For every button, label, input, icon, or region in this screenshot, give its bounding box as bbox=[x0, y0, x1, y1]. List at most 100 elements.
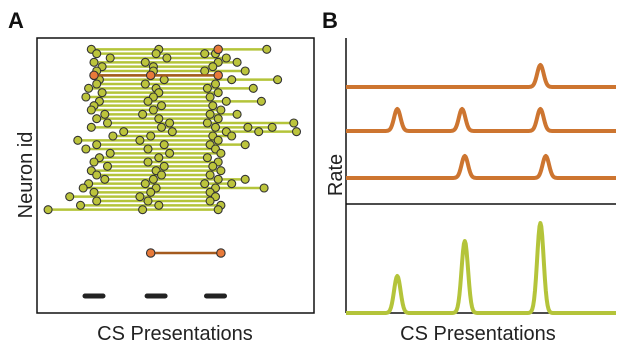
neuron-response-point bbox=[205, 196, 215, 206]
neuron-response-point bbox=[105, 148, 115, 158]
neuron-response-point bbox=[159, 140, 169, 150]
neuron-response-point bbox=[92, 196, 102, 206]
neuron-response-point bbox=[92, 49, 102, 59]
neuron-response-point bbox=[143, 157, 153, 167]
neuron-response-point bbox=[259, 183, 269, 193]
neuron-response-point bbox=[159, 75, 169, 85]
neuron-response-point bbox=[210, 79, 221, 89]
neuron-response-point bbox=[213, 174, 223, 184]
rate-series-line-2 bbox=[344, 107, 618, 133]
neuron-response-point bbox=[138, 109, 148, 119]
neuron-response-point bbox=[81, 92, 91, 102]
neuron-response-point bbox=[138, 205, 148, 215]
highlight-response-point bbox=[89, 70, 99, 81]
neuron-response-point bbox=[159, 161, 169, 171]
neuron-response-point bbox=[216, 148, 226, 158]
neuron-response-point bbox=[86, 122, 96, 132]
neuron-response-point bbox=[75, 200, 86, 210]
neuron-response-point bbox=[92, 79, 102, 89]
neuron-response-point bbox=[240, 66, 250, 76]
neuron-response-point bbox=[140, 179, 150, 189]
neuron-response-point bbox=[135, 135, 145, 145]
neuron-response-point bbox=[205, 109, 215, 119]
neuron-response-point bbox=[202, 83, 212, 93]
neuron-response-point bbox=[84, 83, 94, 93]
neuron-response-point bbox=[140, 57, 150, 67]
neuron-response-point bbox=[156, 101, 167, 111]
neuron-response-point bbox=[240, 174, 250, 184]
neuron-response-point bbox=[89, 187, 99, 197]
neuron-response-point bbox=[165, 118, 175, 128]
neuron-response-point bbox=[256, 96, 266, 106]
neuron-response-point bbox=[146, 131, 156, 141]
neuron-response-point bbox=[140, 79, 150, 89]
rate-series-line-3 bbox=[344, 154, 618, 180]
neuron-response-point bbox=[208, 62, 218, 72]
neuron-response-point bbox=[143, 196, 153, 206]
neuron-response-point bbox=[273, 75, 283, 85]
neuron-response-point bbox=[167, 127, 177, 137]
neuron-response-point bbox=[81, 144, 91, 154]
neuron-response-point bbox=[154, 114, 164, 124]
neuron-response-point bbox=[289, 118, 299, 128]
neuron-response-point bbox=[240, 140, 250, 150]
panel-letter-a: A bbox=[8, 8, 24, 33]
neuron-response-point bbox=[102, 161, 113, 171]
rate-series-line-1 bbox=[344, 63, 618, 89]
neuron-response-point bbox=[100, 174, 110, 184]
neuron-response-point bbox=[143, 96, 153, 106]
neuron-response-point bbox=[105, 53, 115, 63]
neuron-response-point bbox=[205, 92, 215, 102]
neuron-response-point bbox=[156, 170, 167, 180]
neuron-response-point bbox=[100, 109, 110, 119]
highlight-response-point bbox=[213, 70, 223, 81]
neuron-response-point bbox=[89, 57, 99, 67]
neuron-response-point bbox=[156, 122, 167, 132]
neuron-response-point bbox=[119, 127, 129, 137]
neuron-response-point bbox=[205, 170, 215, 180]
neuron-response-point bbox=[148, 105, 158, 115]
neuron-response-point bbox=[73, 135, 83, 145]
neuron-response-point bbox=[102, 118, 113, 128]
neuron-response-point bbox=[86, 105, 96, 115]
neuron-response-point bbox=[200, 179, 210, 189]
neuron-response-point bbox=[200, 66, 210, 76]
neuron-response-point bbox=[97, 88, 107, 98]
neuron-response-point bbox=[202, 118, 212, 128]
panel-a-x-axis-title: CS Presentations bbox=[97, 323, 253, 345]
neuron-response-point bbox=[151, 49, 161, 59]
neuron-response-point bbox=[216, 105, 226, 115]
neuron-response-point bbox=[213, 114, 223, 124]
neuron-response-point bbox=[65, 192, 75, 202]
neuron-response-point bbox=[248, 83, 258, 93]
rate-series-line-4 bbox=[344, 221, 618, 315]
neuron-response-point bbox=[213, 135, 223, 145]
neuron-response-point bbox=[78, 183, 88, 193]
panel-letter-b: B bbox=[322, 8, 338, 33]
neuron-response-point bbox=[200, 49, 210, 59]
panel-a-frame bbox=[36, 37, 315, 314]
highlight-response-point bbox=[145, 248, 156, 258]
highlight-response-point bbox=[213, 44, 223, 55]
neuron-response-point bbox=[202, 153, 212, 163]
panel-b-y-axis-title: Rate bbox=[325, 154, 347, 196]
neuron-response-point bbox=[154, 153, 164, 163]
neuron-response-point bbox=[291, 127, 302, 137]
neuron-response-point bbox=[243, 122, 253, 132]
neuron-response-point bbox=[208, 161, 218, 171]
neuron-response-point bbox=[221, 53, 231, 63]
neuron-response-point bbox=[154, 200, 164, 210]
panel-a-y-axis-title: Neuron id bbox=[15, 132, 37, 219]
neuron-response-point bbox=[146, 187, 156, 197]
neuron-response-point bbox=[232, 109, 242, 119]
neuron-response-point bbox=[262, 44, 272, 54]
neuron-response-point bbox=[165, 148, 175, 158]
neuron-response-point bbox=[227, 75, 237, 85]
panel-b-plot-area bbox=[344, 63, 618, 315]
neuron-response-point bbox=[143, 144, 153, 154]
neuron-response-point bbox=[108, 131, 118, 141]
neuron-response-point bbox=[210, 122, 221, 132]
neuron-response-point bbox=[227, 179, 237, 189]
neuron-response-point bbox=[213, 205, 223, 215]
